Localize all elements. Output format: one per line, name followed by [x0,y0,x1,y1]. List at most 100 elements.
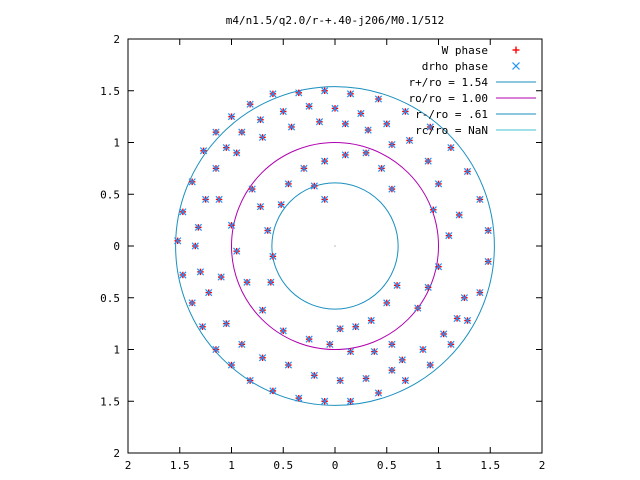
drho-phase-point [284,180,293,188]
x-tick-label: 2 [125,459,132,472]
drho-phase-point [188,178,196,186]
y-tick-label: 1 [113,137,120,150]
legend-label: rc/ro = NaN [415,124,488,137]
drho-phase-point [367,316,375,325]
drho-phase-point [453,314,461,323]
drho-phase-point [383,299,391,307]
drho-phase-point [217,273,225,281]
drho-phase-point [300,164,308,172]
drho-phase-point [238,128,246,136]
drho-phase-point [227,361,236,369]
drho-phase-point [401,107,410,116]
drho-phase-point [315,118,324,126]
data-points [174,87,492,405]
drho-phase-point [202,195,210,204]
x-tick-label: 0 [332,459,339,472]
x-tick-label: 2 [539,459,546,472]
drho-phase-point [405,136,414,145]
drho-phase-point [179,271,187,279]
drho-phase-point [205,288,213,297]
boundary-circle [231,142,439,350]
drho-phase-point [295,89,303,97]
drho-phase-point [256,203,265,211]
boundary-circle [271,182,399,310]
drho-phase-point [212,128,220,136]
legend-label: r-/ro = .61 [415,108,488,121]
x-tick-label: 0.5 [273,459,293,472]
drho-phase-point [426,123,434,131]
drho-phase-point [295,394,303,402]
y-tick-label: 2 [113,33,120,46]
axis-ticks: 2 1.5 1 0.5 0 0.5 1 1.5 221.510.500.511.52 [100,33,545,472]
drho-phase-point [401,376,410,385]
drho-phase-point [463,167,472,176]
drho-phase-point [321,195,329,204]
drho-phase-point [383,120,391,128]
drho-phase-point [362,149,370,157]
drho-phase-point [196,268,205,276]
drho-phase-point [269,90,277,98]
drho-phase-point [233,247,241,255]
drho-phase-point [426,361,434,369]
drho-phase-point [377,164,386,172]
drho-phase-point [440,330,448,338]
drho-phase-point [321,157,329,165]
drho-phase-point [460,294,468,302]
drho-phase-point [287,123,296,131]
drho-phase-point [222,144,230,152]
center-dot [334,245,336,247]
drho-phase-point [174,237,182,245]
drho-phase-point [191,242,199,250]
y-tick-label: 1 [113,344,120,357]
drho-phase-point [277,200,285,209]
drho-phase-point [388,340,396,348]
drho-phase-point [341,151,349,159]
y-tick-label: 0.5 [100,292,120,305]
drho-phase-point [269,387,277,395]
drho-phase-point [248,185,256,193]
drho-phase-point [419,345,427,354]
drho-phase-point [336,325,344,333]
drho-phase-point [424,283,432,292]
legend-label: W phase [442,44,488,57]
drho-phase-point [388,185,396,193]
drho-phase-point [476,195,484,204]
drho-phase-point [434,263,443,271]
drho-phase-point [414,304,422,312]
drho-phase-point [336,376,344,385]
drho-phase-point [346,90,355,98]
drho-phase-point [374,389,383,397]
legend-label: r+/ro = 1.54 [409,76,489,89]
y-tick-label: 1.5 [100,85,120,98]
drho-phase-point [310,371,318,379]
legend: W phase drho phase r+/ro = 1.54 ro/ro = 1.0… [409,44,536,137]
legend-label: ro/ro = 1.00 [409,92,488,105]
drho-phase-point [246,376,254,385]
drho-phase-point [484,226,492,235]
drho-phase-point [238,340,246,348]
drho-phase-point [258,306,267,314]
drho-phase-point [284,361,293,369]
drho-phase-point [388,366,396,374]
x-tick-label: 1.5 [170,459,190,472]
y-tick-label: 1.5 [100,395,120,408]
drho-phase-point [364,126,372,134]
drho-phase-point [258,133,267,141]
drho-phase-point [227,113,236,121]
y-tick-label: 0 [113,240,120,253]
drho-phase-point [212,345,220,354]
drho-phase-point [269,252,277,260]
x-tick-label: 1 [435,459,442,472]
drho-phase-point [321,87,329,95]
boundary-circle [175,86,495,406]
y-tick-label: 0.5 [100,188,120,201]
drho-phase-point [243,278,251,286]
drho-phase-point [305,102,313,110]
drho-phase-point [256,116,265,124]
drho-phase-point [445,232,453,240]
drho-phase-point [370,347,378,356]
drho-phase-point [398,356,406,364]
drho-phase-point [476,288,484,297]
drho-phase-point [434,180,443,188]
